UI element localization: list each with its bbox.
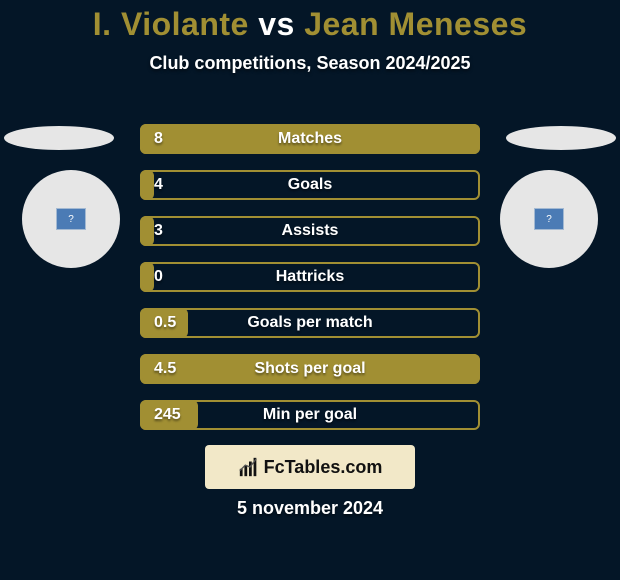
stat-row: 0.5Goals per match <box>140 308 480 338</box>
logo-text: FcTables.com <box>264 457 383 478</box>
comparison-title: I. Violante vs Jean Meneses <box>0 0 620 43</box>
stat-row: 4Goals <box>140 170 480 200</box>
vs-word: vs <box>258 6 295 42</box>
placeholder-glyph: ? <box>68 214 74 225</box>
stat-row: 3Assists <box>140 216 480 246</box>
stats-bar-chart: 8Matches 4Goals 3Assists 0Hattricks 0.5Goals… <box>140 124 480 446</box>
stat-row: 8Matches <box>140 124 480 154</box>
player2-name: Jean Meneses <box>304 6 527 42</box>
stat-label: Goals per match <box>140 308 480 338</box>
stat-row: 0Hattricks <box>140 262 480 292</box>
fctables-logo: FcTables.com <box>205 445 415 489</box>
missing-image-icon: ? <box>534 208 564 230</box>
player2-flag-placeholder <box>506 126 616 150</box>
stat-label: Assists <box>140 216 480 246</box>
stat-row: 245Min per goal <box>140 400 480 430</box>
season-subtitle: Club competitions, Season 2024/2025 <box>0 53 620 74</box>
chart-icon <box>238 456 260 478</box>
placeholder-glyph: ? <box>546 214 552 225</box>
snapshot-date: 5 november 2024 <box>0 498 620 519</box>
stat-label: Min per goal <box>140 400 480 430</box>
stat-row: 4.5Shots per goal <box>140 354 480 384</box>
player1-name: I. Violante <box>93 6 249 42</box>
stat-label: Shots per goal <box>140 354 480 384</box>
player1-club-badge: ? <box>22 170 120 268</box>
missing-image-icon: ? <box>56 208 86 230</box>
player1-flag-placeholder <box>4 126 114 150</box>
player2-club-badge: ? <box>500 170 598 268</box>
stat-label: Matches <box>140 124 480 154</box>
stat-label: Goals <box>140 170 480 200</box>
stat-label: Hattricks <box>140 262 480 292</box>
